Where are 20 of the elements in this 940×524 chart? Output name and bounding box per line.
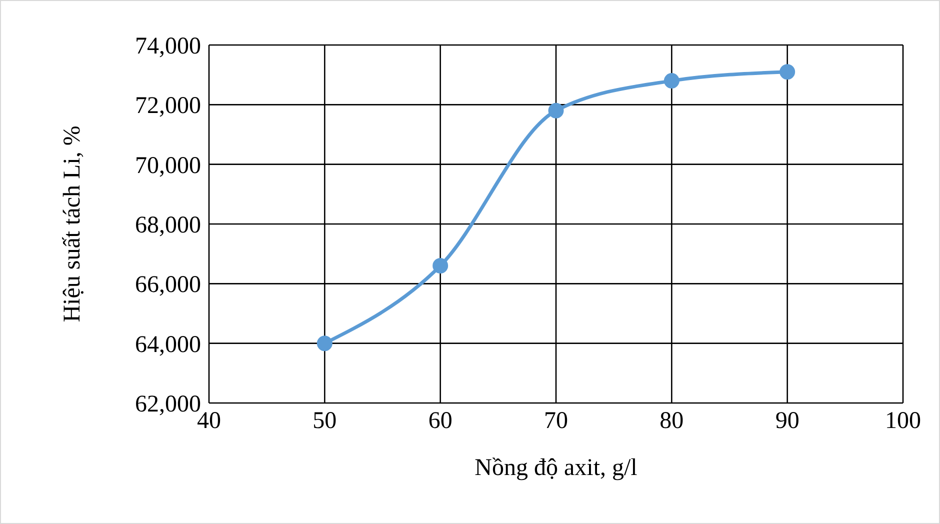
- point: [548, 102, 564, 118]
- y-tick-label: 74,000: [135, 34, 201, 60]
- x-axis-title: Nồng độ axit, g/l: [474, 455, 638, 481]
- point: [316, 336, 332, 352]
- point: [664, 73, 680, 89]
- x-tick-label: 70: [544, 408, 568, 434]
- point: [780, 64, 796, 80]
- x-tick-label: 50: [312, 408, 337, 434]
- y-tick-label: 70,000: [135, 152, 201, 179]
- point: [432, 258, 448, 274]
- y-tick-label: 62,000: [135, 392, 201, 418]
- y-axis-title: Hiệu suất tách Li, %: [60, 126, 86, 322]
- x-tick-label: 60: [428, 408, 452, 434]
- y-tick-label: 64,000: [135, 332, 201, 358]
- x-tick-label: 90: [775, 408, 800, 434]
- x-tick-label: 100: [885, 408, 921, 434]
- x-tick-label: 80: [660, 408, 684, 434]
- y-tick-label: 66,000: [135, 272, 201, 298]
- y-tick-label: 72,000: [135, 93, 201, 120]
- y-tick-label: 68,000: [135, 212, 201, 239]
